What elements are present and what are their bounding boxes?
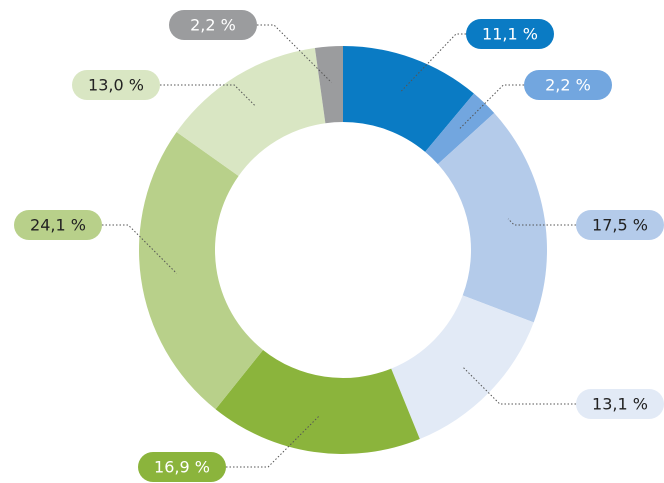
label-pill [138,452,226,482]
leader-line [160,84,257,107]
donut-segment [139,132,264,410]
leader-line [226,415,320,468]
value-label: 13,0 % [88,76,144,95]
donut-segment [215,349,420,455]
value-label: 2,2 % [190,16,236,35]
value-label: 11,1 % [482,25,538,44]
label-pill [524,70,612,100]
label-pill [169,10,257,40]
donut-segment [343,46,474,152]
leader-line [257,24,332,83]
label-pill [576,389,664,419]
value-label: 13,1 % [592,395,648,414]
value-label: 2,2 % [545,76,591,95]
leader-line [462,367,576,405]
label-pill [14,210,102,240]
donut-segment [437,113,547,323]
value-label: 16,9 % [154,458,210,477]
donut-segment [176,47,326,176]
donut-segment [314,46,343,124]
label-pill [72,70,160,100]
leader-line [507,218,576,226]
label-pill [466,19,554,49]
donut-segment [425,93,495,165]
donut-segment [391,295,534,439]
value-label: 17,5 % [592,216,648,235]
value-label: 24,1 % [30,216,86,235]
leader-line [399,33,466,93]
label-pill [576,210,664,240]
